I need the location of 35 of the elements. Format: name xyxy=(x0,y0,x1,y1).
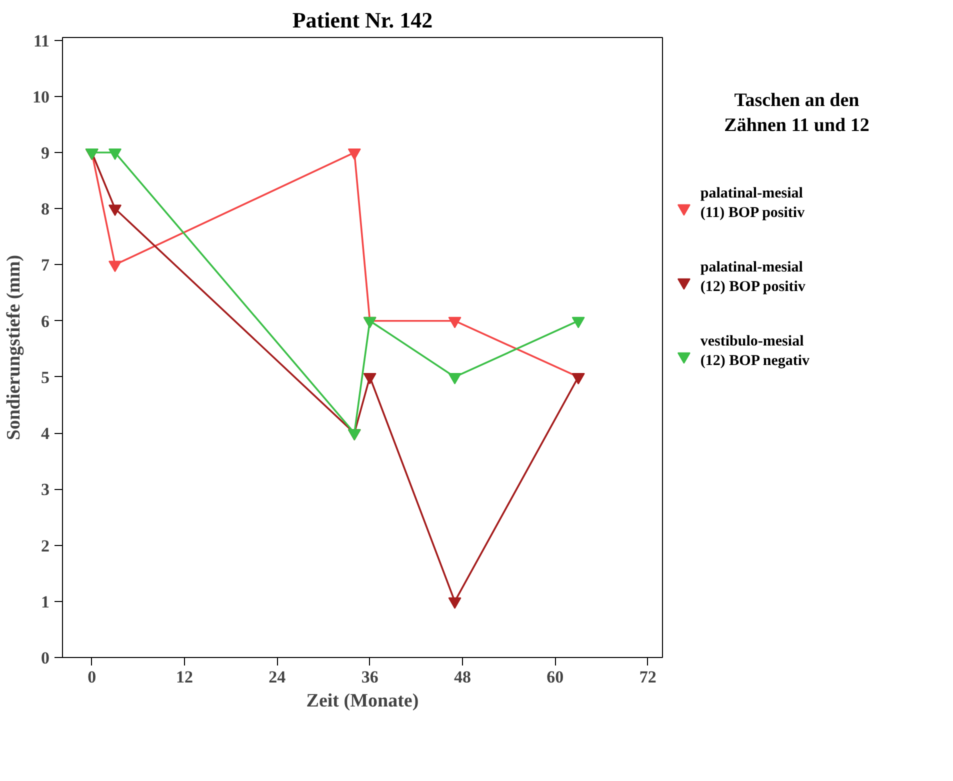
y-tick-label: 4 xyxy=(41,424,50,444)
x-tick-label: 36 xyxy=(361,668,378,686)
x-tick-label: 48 xyxy=(454,668,471,686)
legend-title: Taschen an den Zähnen 11 und 12 xyxy=(724,90,870,136)
point xyxy=(348,148,361,160)
point xyxy=(448,597,462,609)
x-tick-label: 72 xyxy=(639,668,656,686)
legend-label: vestibulo-mesial (12) BOP negativ xyxy=(700,334,810,369)
y-axis-title: Sondierungstiefe (mm) xyxy=(4,254,24,440)
x-axis-title: Zeit (Monate) xyxy=(306,690,419,712)
y-tick-label: 0 xyxy=(41,648,50,668)
y-tick-label: 5 xyxy=(41,368,50,387)
legend-label: palatinal-mesial (11) BOP positiv xyxy=(700,186,806,221)
y-tick-label: 1 xyxy=(41,592,50,612)
legend-label: palatinal-mesial (12) BOP positiv xyxy=(700,260,806,295)
point xyxy=(572,316,585,328)
point xyxy=(108,260,122,272)
chart-title: Patient Nr. 142 xyxy=(292,8,433,32)
y-tick-label: 3 xyxy=(41,480,50,500)
y-tick-label: 2 xyxy=(41,536,50,556)
point xyxy=(108,148,122,160)
y-tick-label: 8 xyxy=(41,200,50,219)
point xyxy=(363,372,376,384)
y-tick-label: 11 xyxy=(33,31,50,50)
y-tick-label: 6 xyxy=(41,312,50,331)
y-tick-label: 7 xyxy=(41,256,50,275)
point xyxy=(448,372,462,384)
x-tick-label: 24 xyxy=(268,668,286,686)
point xyxy=(108,204,122,216)
x-tick-label: 12 xyxy=(176,668,194,686)
y-tick-label: 10 xyxy=(32,87,50,106)
x-tick-label: 60 xyxy=(546,668,564,686)
point xyxy=(448,316,462,328)
y-tick-label: 9 xyxy=(41,144,50,163)
x-tick-label: 0 xyxy=(88,668,96,686)
